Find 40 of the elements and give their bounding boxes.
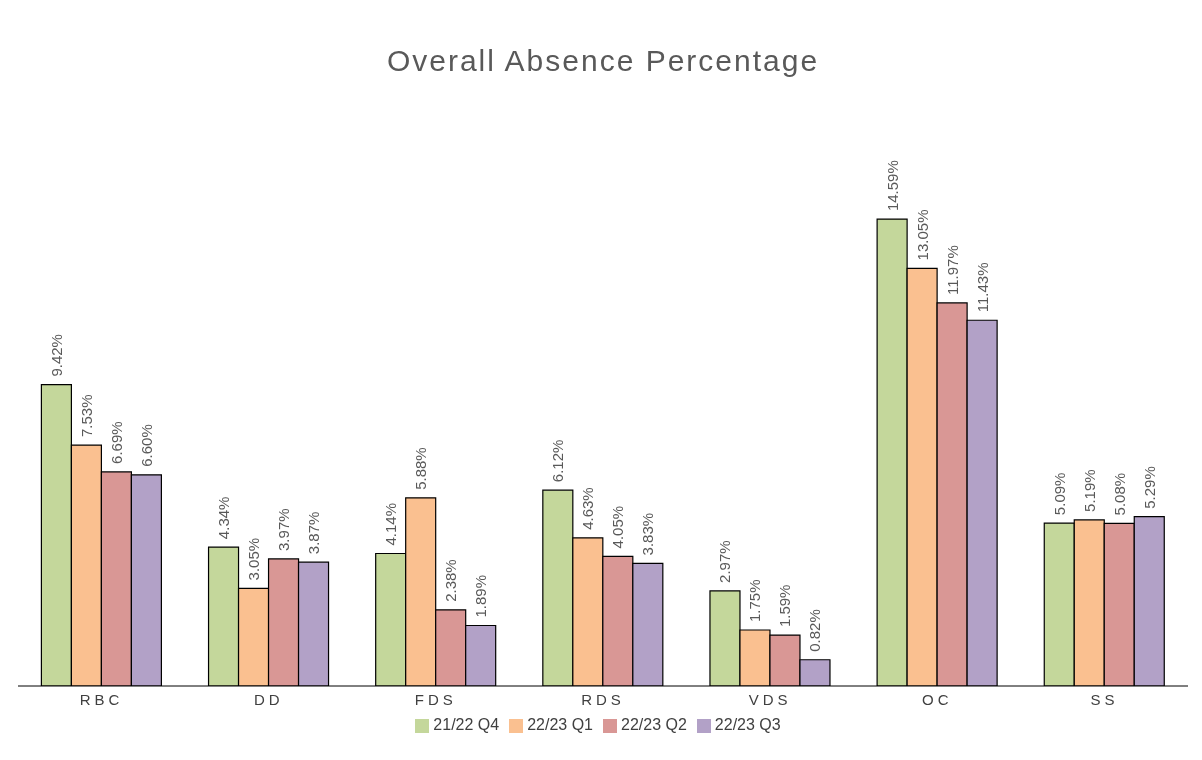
data-label: 6.69% [107, 421, 125, 464]
data-label: 2.97% [716, 540, 734, 583]
x-tick-label: FDS [414, 690, 457, 708]
data-label: 3.97% [275, 508, 293, 551]
legend-label: 22/23 Q2 [621, 716, 687, 733]
data-label: 1.75% [746, 579, 764, 622]
data-label: 2.38% [442, 559, 460, 602]
data-label: 4.14% [382, 502, 400, 546]
x-tick-label: VDS [748, 690, 792, 708]
data-label: 6.60% [137, 424, 155, 467]
data-label: 5.19% [1080, 469, 1098, 512]
data-label: 5.08% [1110, 472, 1128, 516]
data-label: 11.43% [973, 262, 991, 313]
x-tick-label: OC [922, 690, 953, 708]
x-tick-label: RDS [581, 690, 625, 708]
data-label: 0.82% [806, 609, 824, 652]
legend-label: 22/23 Q1 [527, 716, 593, 733]
data-label: 5.09% [1050, 472, 1068, 516]
data-label: 4.63% [579, 487, 597, 530]
legend-label: 22/23 Q3 [714, 716, 781, 733]
data-label: 1.89% [472, 574, 490, 618]
data-label: 3.83% [639, 512, 657, 556]
legend-label: 21/22 Q4 [433, 716, 500, 733]
x-tick-label: SS [1090, 690, 1119, 708]
data-label: 5.88% [412, 447, 430, 490]
data-label: 1.59% [776, 584, 794, 628]
data-label: 13.05% [913, 209, 931, 261]
data-label: 9.42% [47, 334, 65, 377]
data-label: 5.29% [1140, 466, 1158, 509]
x-tick-label: DD [253, 690, 284, 708]
x-tick-label: RBC [79, 690, 124, 708]
data-label: 6.12% [549, 439, 567, 483]
data-label: 4.05% [609, 505, 627, 549]
data-label: 11.97% [943, 245, 961, 295]
data-label: 3.05% [245, 537, 263, 581]
chart-title: Overall Absence Percentage [385, 43, 821, 79]
data-label: 4.34% [215, 496, 233, 540]
data-label: 14.59% [883, 160, 901, 212]
data-label: 3.87% [305, 511, 323, 555]
data-label: 7.53% [77, 394, 95, 438]
